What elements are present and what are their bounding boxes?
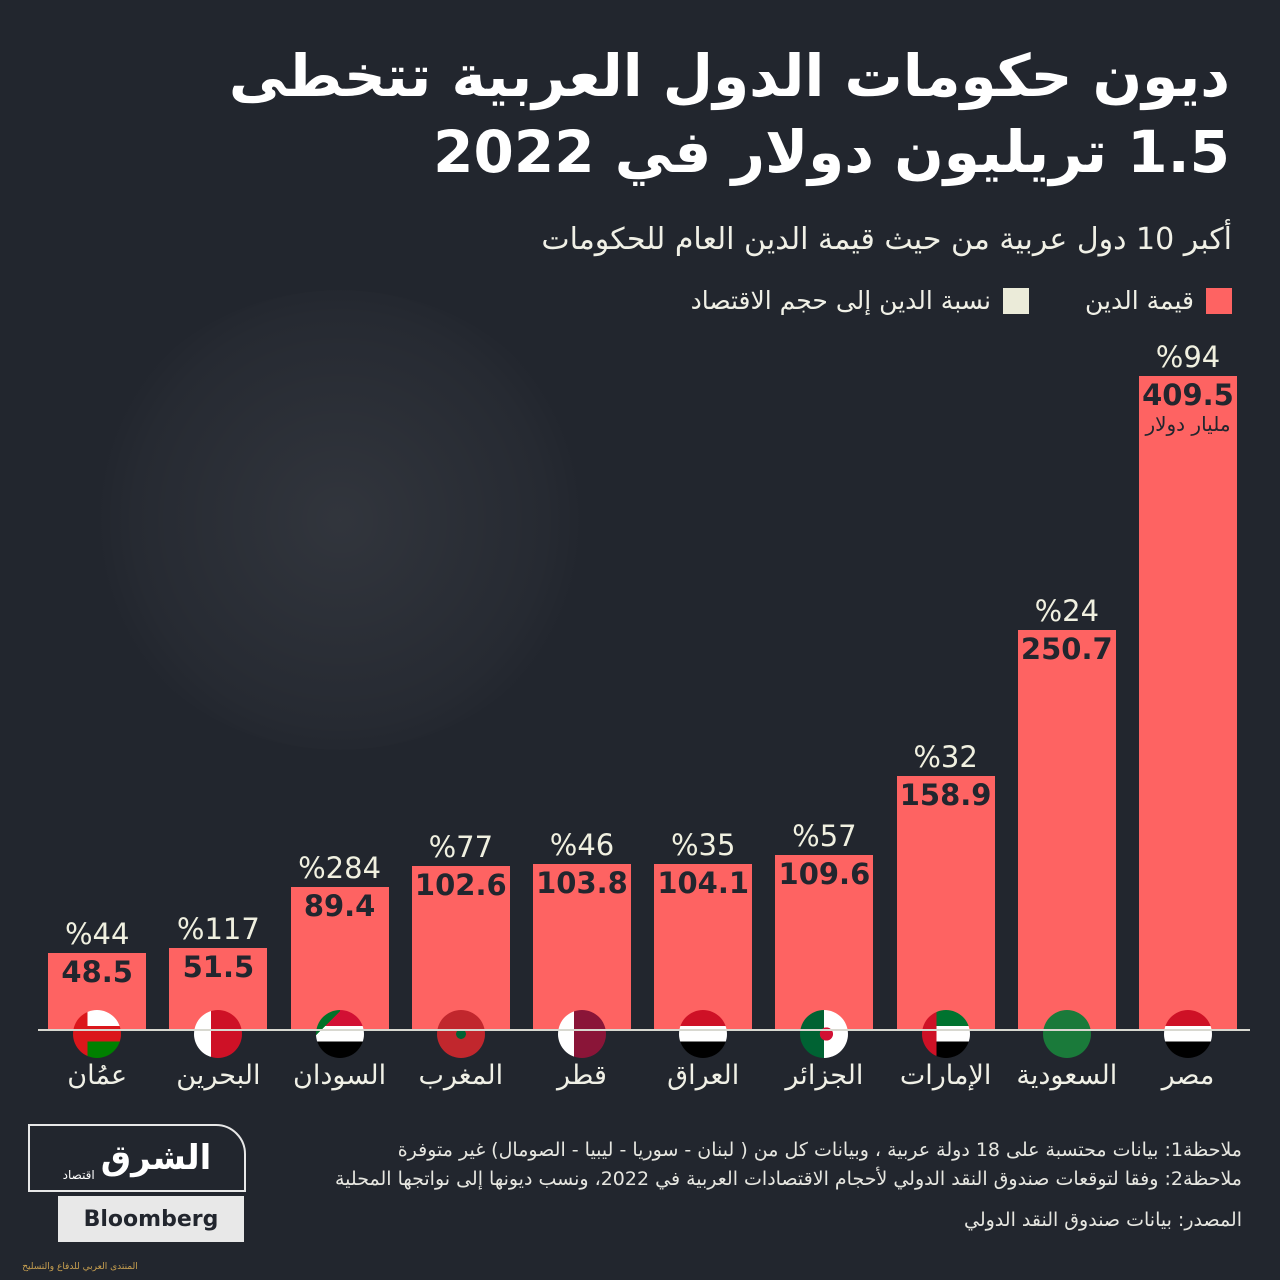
country-label: المغرب bbox=[418, 1060, 504, 1091]
bar-1 bbox=[1017, 629, 1116, 1030]
bar-2 bbox=[896, 776, 995, 1030]
bar-value-label: 48.5 bbox=[61, 954, 133, 989]
bar-value-label: 104.1 bbox=[657, 865, 750, 900]
bar-3 bbox=[775, 854, 874, 1030]
country-label: العراق bbox=[667, 1060, 740, 1091]
bar-value-label: 109.6 bbox=[778, 856, 871, 891]
qatar-flag-icon bbox=[558, 1010, 606, 1058]
pct-label: %44 bbox=[64, 916, 130, 951]
bar-value-label: 158.9 bbox=[899, 778, 992, 813]
note-1: ملاحظة1: بيانات محتسبة على 18 دولة عربية… bbox=[397, 1139, 1242, 1161]
page-title: ديون حكومات الدول العربية تتخطى 1.5 تريل… bbox=[228, 42, 1230, 186]
logo-top: الشرق اقتصاد bbox=[28, 1124, 246, 1192]
uae-flag-icon bbox=[921, 1010, 970, 1058]
country-label: الإمارات bbox=[899, 1060, 992, 1091]
bar-6 bbox=[411, 866, 510, 1030]
egypt-flag-icon bbox=[1164, 1010, 1212, 1058]
bahrain-flag-icon bbox=[194, 1010, 243, 1058]
pct-label: %77 bbox=[428, 830, 494, 865]
morocco-flag-icon bbox=[436, 1010, 485, 1058]
logo-partner-text: Bloomberg bbox=[58, 1196, 244, 1242]
imf-seal-background bbox=[90, 290, 590, 750]
pct-label: %32 bbox=[913, 740, 978, 775]
pct-label: %46 bbox=[549, 828, 615, 863]
bar-value-label: 89.4 bbox=[303, 889, 376, 924]
bar-value-label: 103.8 bbox=[536, 866, 628, 901]
pct-label: %94 bbox=[1155, 340, 1221, 374]
bar-7 bbox=[290, 887, 389, 1030]
bar-5 bbox=[533, 864, 631, 1030]
bar-value-label: 102.6 bbox=[414, 868, 507, 903]
watermark: المنتدى العربي للدفاع والتسليح bbox=[22, 1262, 138, 1272]
bar-unit-label: مليار دولار bbox=[1145, 412, 1231, 436]
country-label: عمُان bbox=[67, 1060, 128, 1091]
note-2: ملاحظة2: وفقا لتوقعات صندوق النقد الدولي… bbox=[335, 1168, 1242, 1190]
country-label: مصر bbox=[1161, 1060, 1215, 1091]
country-label: قطر bbox=[557, 1060, 607, 1091]
legend-item-ratio: نسبة الدين إلى حجم الاقتصاد bbox=[690, 286, 1030, 315]
source: المصدر: بيانات صندوق النقد الدولي bbox=[964, 1209, 1242, 1231]
saudi-flag-icon bbox=[1042, 1010, 1091, 1058]
sudan-flag-icon bbox=[315, 1010, 364, 1058]
bar-0 bbox=[1139, 376, 1237, 1030]
x-axis-line bbox=[38, 1029, 1250, 1031]
pct-label: %35 bbox=[670, 827, 736, 862]
logo-sub-text: اقتصاد bbox=[62, 1168, 95, 1182]
bar-value-label: 409.5 bbox=[1142, 378, 1234, 412]
pct-label: %57 bbox=[792, 818, 857, 853]
oman-flag-icon bbox=[73, 1010, 122, 1058]
bar-value-label: 51.5 bbox=[182, 949, 255, 984]
country-label: السعودية bbox=[1016, 1060, 1118, 1091]
notes: ملاحظة1: بيانات محتسبة على 18 دولة عربية… bbox=[282, 1136, 1242, 1235]
pct-label: %117 bbox=[176, 911, 260, 946]
logo-main-text: الشرق bbox=[100, 1138, 212, 1178]
country-label: البحرين bbox=[176, 1060, 261, 1091]
legend-swatch-ratio bbox=[1003, 287, 1030, 314]
country-label: السودان bbox=[293, 1060, 387, 1091]
algeria-flag-icon bbox=[800, 1010, 849, 1058]
iraq-flag-icon bbox=[679, 1010, 728, 1058]
legend-label-debt: قيمة الدين bbox=[1085, 286, 1194, 315]
country-label: الجزائر bbox=[785, 1060, 864, 1091]
legend: قيمة الدين نسبة الدين إلى حجم الاقتصاد bbox=[691, 286, 1232, 315]
bar-4 bbox=[654, 863, 753, 1030]
legend-item-debt: قيمة الدين bbox=[1085, 286, 1232, 315]
subtitle: أكبر 10 دول عربية من حيث قيمة الدين العا… bbox=[541, 222, 1232, 257]
pct-label: %284 bbox=[298, 851, 382, 886]
bar-value-label: 250.7 bbox=[1020, 631, 1113, 666]
legend-swatch-debt bbox=[1206, 287, 1232, 314]
pct-label: %24 bbox=[1034, 593, 1100, 628]
legend-label-ratio: نسبة الدين إلى حجم الاقتصاد bbox=[690, 286, 992, 315]
asharq-bloomberg-logo: الشرق اقتصاد Bloomberg bbox=[28, 1124, 246, 1244]
